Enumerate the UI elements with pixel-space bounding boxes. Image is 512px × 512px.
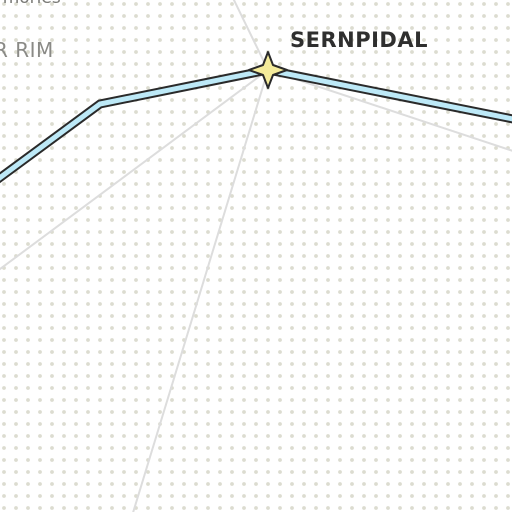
connector-line-southwest bbox=[0, 69, 269, 271]
connector-line-south bbox=[132, 69, 269, 512]
faint-region-label: rmories bbox=[0, 0, 61, 8]
region-label: R RIM bbox=[0, 38, 54, 62]
route-path[interactable] bbox=[0, 65, 512, 184]
system-name-label[interactable]: SERNPIDAL bbox=[290, 28, 428, 52]
connector-line-east bbox=[267, 69, 512, 152]
connector-line-north bbox=[232, 0, 269, 71]
four-point-star-icon[interactable] bbox=[248, 51, 288, 89]
